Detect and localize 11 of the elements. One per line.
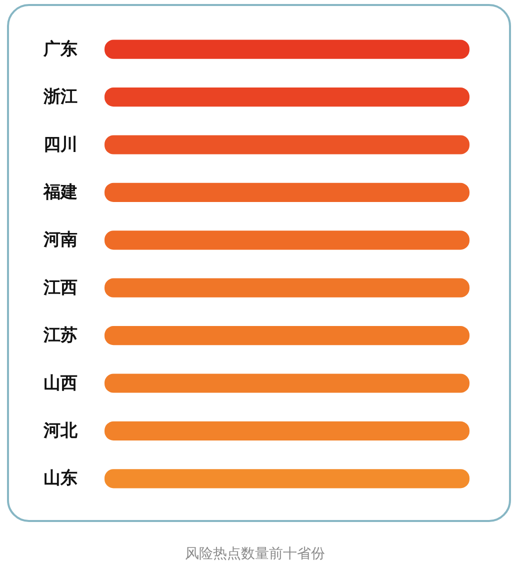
y-tick-label: 山西: [44, 373, 78, 394]
y-tick-label: 浙江: [42, 87, 78, 108]
text: 风险热点数量前十省份: [185, 545, 325, 564]
y-tick-label: 山东: [44, 468, 78, 489]
y-tick-label: 福建: [42, 182, 78, 202]
y-tick-label: 广东: [42, 39, 78, 60]
y-tick-label: 江苏: [42, 326, 78, 346]
y-tick-label: 四川: [44, 134, 78, 155]
y-tick-label: 河南: [42, 230, 78, 250]
y-tick-label: 河北: [42, 420, 78, 441]
y-tick-label: 江西: [42, 278, 78, 298]
